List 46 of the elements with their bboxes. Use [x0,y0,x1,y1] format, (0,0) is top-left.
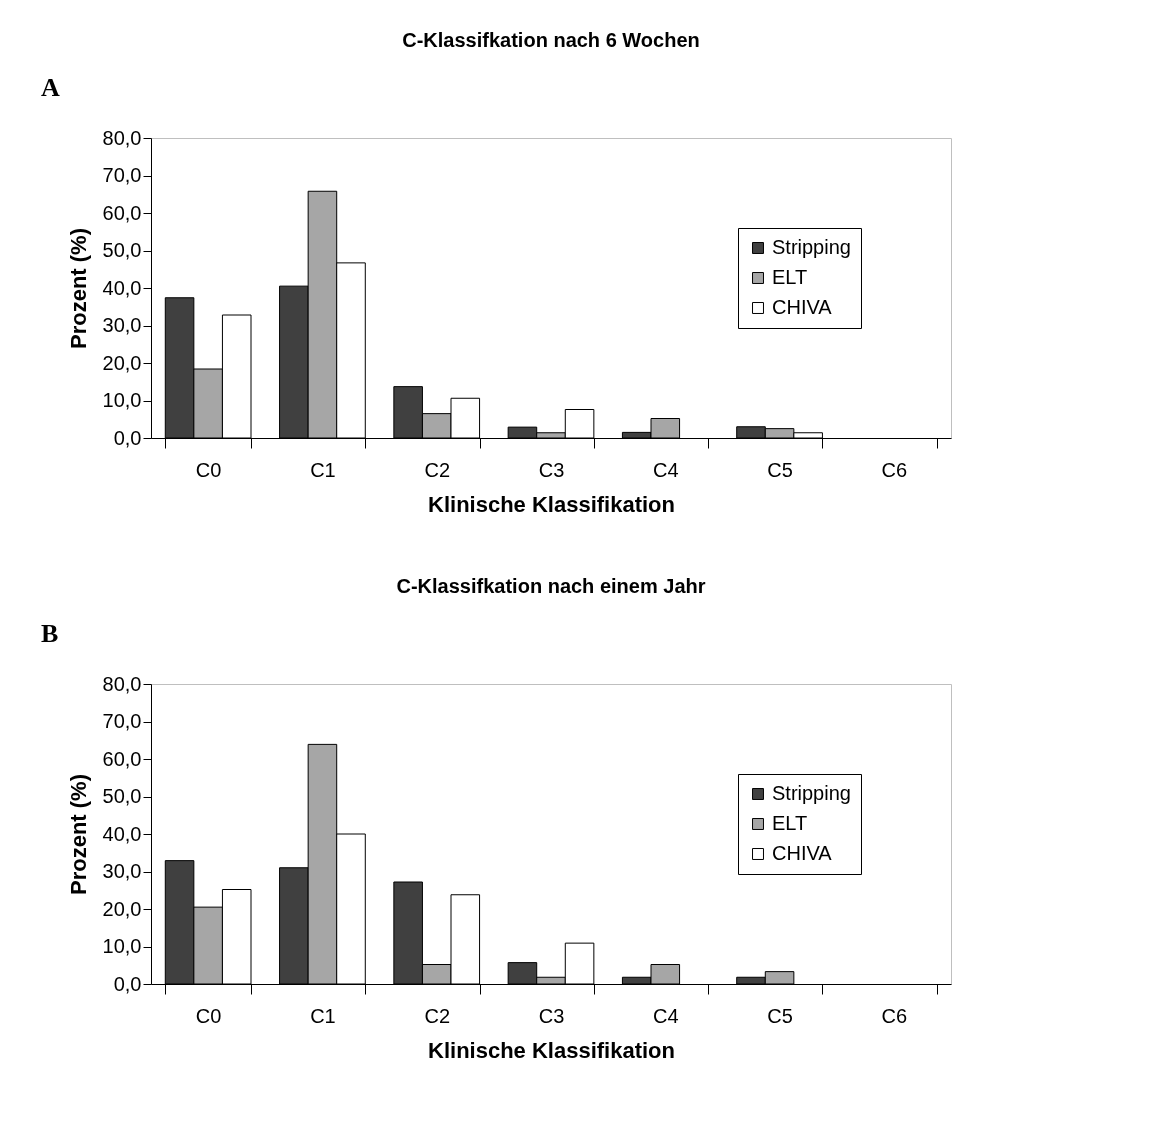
x-tick-label: C1 [310,458,336,481]
y-tick-label: 80,0 [102,672,142,695]
x-tick-label: C5 [767,458,793,481]
y-tick-label: 50,0 [102,239,142,261]
x-tick-label: C0 [195,458,222,481]
x-tick-label: C3 [538,1004,565,1027]
y-tick-label: 0,0 [113,426,142,449]
y-tick-label: 80,0 [102,126,142,149]
y-tick-label: 30,0 [102,314,142,336]
y-axis-title: Prozent (%) [65,774,91,895]
y-tick-label: 50,0 [102,785,142,807]
x-tick-label: C1 [310,1004,336,1027]
legend-label: CHIVA [772,842,833,864]
x-tick-label: C0 [195,1004,222,1027]
chart-title: C-Klassifkation nach 6 Wochen [402,29,700,51]
y-tick-label: 70,0 [102,164,142,186]
y-tick-label: 20,0 [102,897,142,920]
x-tick-label: C2 [424,1004,450,1027]
legend-label: Stripping [772,782,851,804]
y-tick-label: 60,0 [102,747,142,770]
y-tick-label: 20,0 [102,351,142,374]
y-tick-label: 70,0 [102,710,142,732]
y-tick-label: 60,0 [102,201,142,224]
x-tick-label: C6 [881,1004,908,1027]
y-tick-label: 10,0 [102,935,142,957]
legend-label: ELT [772,812,808,834]
legend-label: Stripping [772,236,851,258]
y-tick-label: 10,0 [102,389,142,411]
x-axis-title: Klinische Klassifikation [428,1037,675,1063]
x-tick-label: C5 [767,1004,793,1027]
y-tick-label: 30,0 [102,860,142,882]
x-axis-title: Klinische Klassifikation [428,491,675,517]
y-tick-label: 40,0 [102,276,142,299]
legend-label: CHIVA [772,296,833,318]
chart-title: C-Klassifkation nach einem Jahr [396,575,706,597]
text: A [41,73,60,102]
x-tick-label: C6 [881,458,908,481]
x-tick-label: C2 [424,458,450,481]
legend-label: ELT [772,266,808,288]
x-tick-label: C4 [653,1004,679,1027]
x-tick-label: C4 [653,458,679,481]
y-tick-label: 0,0 [113,972,142,995]
x-tick-label: C3 [538,458,565,481]
y-tick-label: 40,0 [102,822,142,845]
text: B [41,619,59,648]
y-axis-title: Prozent (%) [65,228,91,349]
